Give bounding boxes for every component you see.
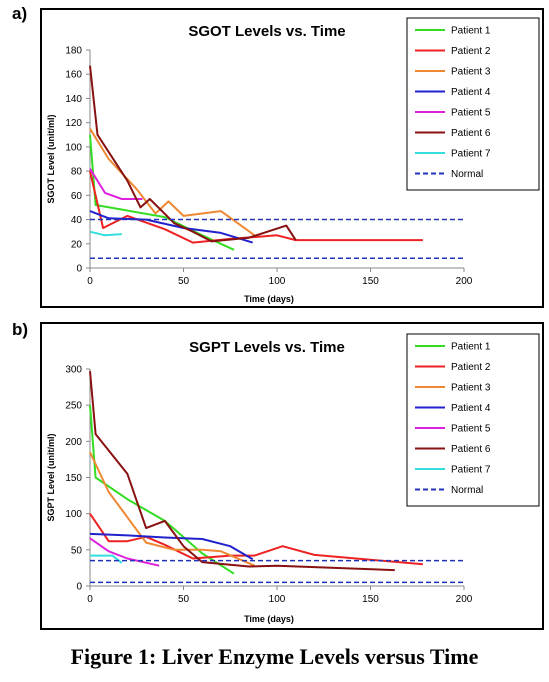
sgpt-x-tick-label: 200: [456, 594, 473, 605]
sgpt-y-tick-label: 0: [76, 582, 82, 593]
sgpt-series-patient-3: [89, 451, 255, 567]
sgpt-legend-label-normal: Normal: [451, 485, 483, 496]
sgot-chart: 0 20 40 60 80 100 120 140 160 180 0 50 100 150 200 SGOT…: [46, 17, 540, 304]
sgpt-legend-label-patient-5: Patient 5: [451, 424, 491, 435]
sgot-series-patient-3: [89, 128, 256, 237]
sgot-legend-label-patient-3: Patient 3: [451, 67, 491, 78]
sgot-y-tick-label: 140: [65, 94, 82, 105]
sgpt-y-axis-label: SGPT Level (unit/ml): [46, 433, 56, 521]
sgpt-legend-label-patient-7: Patient 7: [451, 465, 491, 476]
sgot-y-tick-label: 40: [71, 215, 83, 226]
sgpt-y-tick-label: 150: [65, 473, 82, 484]
panel-label-b: b): [12, 320, 29, 339]
sgot-chart-title: SGOT Levels vs. Time: [188, 23, 345, 40]
sgot-x-tick-label: 200: [456, 276, 473, 287]
sgpt-legend-box: [406, 333, 540, 507]
sgpt-legend-label-patient-2: Patient 2: [451, 362, 491, 373]
sgot-legend-label-patient-6: Patient 6: [451, 128, 491, 139]
sgpt-chart: 0 50 100 150 200 250 300 0 50 100 150 200 SGPT Level…: [46, 333, 540, 624]
sgpt-y-tick-label: 300: [65, 365, 82, 376]
sgpt-series-patient-5: [89, 537, 160, 567]
sgpt-chart-frame: 0 50 100 150 200 250 300 0 50 100 150 200 SGPT Level…: [40, 322, 544, 630]
sgpt-series-patient-7: [90, 554, 123, 564]
panel-label-a: a): [12, 4, 28, 23]
sgpt-x-tick-label: 100: [269, 594, 286, 605]
sgpt-x-tick-label: 50: [178, 594, 190, 605]
sgpt-y-tick-label: 50: [71, 545, 83, 556]
sgot-x-tick-label: 0: [87, 276, 93, 287]
sgpt-x-axis-label: Time (days): [244, 614, 294, 624]
sgot-series-patient-7: [89, 230, 122, 237]
sgot-legend-label-patient-4: Patient 4: [451, 87, 491, 98]
sgpt-series-patient-2: [89, 513, 423, 566]
sgot-y-tick-label: 160: [65, 70, 82, 81]
sgot-legend-label-normal: Normal: [451, 169, 483, 180]
sgot-x-tick-label: 100: [269, 276, 286, 287]
sgot-series-patient-5: [89, 168, 143, 200]
sgpt-x-tick-label: 0: [87, 594, 93, 605]
sgot-legend-label-patient-1: Patient 1: [451, 26, 491, 37]
sgot-y-tick-label: 20: [71, 239, 83, 250]
sgot-y-tick-label: 0: [76, 264, 82, 275]
sgot-y-tick-label: 60: [71, 191, 83, 202]
sgot-y-axis-label: SGOT Level (unit/ml): [46, 114, 56, 203]
sgpt-y-tick-label: 200: [65, 437, 82, 448]
sgot-legend-label-patient-7: Patient 7: [451, 149, 491, 160]
sgpt-legend-label-patient-3: Patient 3: [451, 383, 491, 394]
sgot-x-axis-label: Time (days): [244, 294, 294, 304]
sgpt-series-patient-1: [89, 405, 235, 575]
sgpt-legend-label-patient-1: Patient 1: [451, 342, 491, 353]
sgpt-chart-title: SGPT Levels vs. Time: [189, 339, 345, 356]
figure-caption: Figure 1: Liver Enzyme Levels versus Tim…: [70, 644, 479, 669]
sgpt-legend-label-patient-6: Patient 6: [451, 444, 491, 455]
sgot-x-tick-label: 150: [362, 276, 379, 287]
sgpt-y-tick-label: 100: [65, 509, 82, 520]
sgot-series-patient-6: [89, 65, 297, 243]
sgot-legend-label-patient-5: Patient 5: [451, 108, 491, 119]
sgot-chart-frame: 0 20 40 60 80 100 120 140 160 180 0 50 100 150 200 SGOT…: [40, 8, 544, 308]
sgot-series-patient-4: [89, 210, 253, 244]
sgot-legend-box: [406, 17, 540, 191]
sgot-x-tick-label: 50: [178, 276, 190, 287]
sgpt-legend-label-patient-4: Patient 4: [451, 403, 491, 414]
sgpt-y-tick-label: 250: [65, 401, 82, 412]
sgot-y-tick-label: 120: [65, 118, 82, 129]
sgot-y-tick-label: 180: [65, 46, 82, 57]
sgot-y-tick-label: 100: [65, 142, 82, 153]
sgot-legend-label-patient-2: Patient 2: [451, 46, 491, 57]
sgot-y-tick-label: 80: [71, 167, 83, 178]
sgpt-series-patient-4: [89, 532, 254, 561]
sgpt-series-patient-6: [89, 371, 395, 572]
sgpt-x-tick-label: 150: [362, 594, 379, 605]
